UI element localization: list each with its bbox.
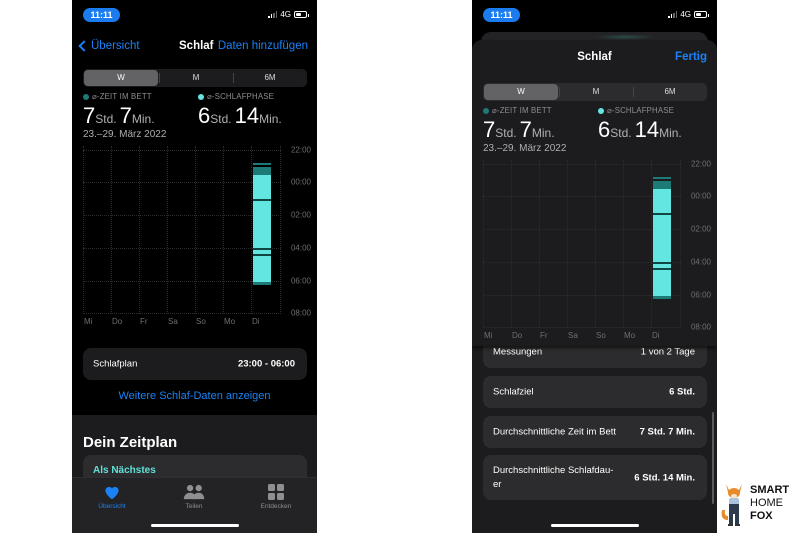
sleep-chart[interactable]: 22:00 00:00 02:00 04:00 06:00 08:00 Mi D… [483, 159, 711, 340]
smart-home-fox-logo: SMART HOME FOX [720, 480, 800, 530]
done-button[interactable]: Fertig [675, 51, 707, 63]
network-label: 4G [280, 10, 291, 19]
tab-week[interactable]: W [84, 70, 158, 86]
row-avg-time-in-bed[interactable]: Durchschnittliche Zeit im Bett 7 Std. 7 … [483, 416, 707, 448]
tab-overview[interactable]: Übersicht [82, 484, 142, 510]
tab-week[interactable]: W [484, 84, 558, 100]
sheet-header: Schlaf Fertig W M 6M ⌀-ZEIT IM BETT 7Std… [472, 40, 717, 346]
sleep-chart[interactable]: 22:00 00:00 02:00 04:00 06:00 08:00 Mi D… [83, 145, 311, 326]
phone-screen-left: 11:11 4G Übersicht Schlaf Daten hinzufüg… [72, 0, 317, 533]
heart-icon [105, 486, 119, 500]
legend-dot-in-bed [83, 93, 89, 100]
stat-time-in-bed: ⌀-ZEIT IM BETT 7Std. 7Min. [83, 92, 155, 128]
row-sleep-goal[interactable]: Schlafziel 6 Std. [483, 376, 707, 408]
page-title: Schlaf [179, 40, 214, 52]
section-title: Dein Zeitplan [83, 434, 178, 451]
tab-month[interactable]: M [559, 83, 633, 101]
status-bar: 11:11 4G [72, 0, 317, 30]
signal-icon [268, 11, 278, 18]
battery-icon [294, 11, 309, 18]
home-indicator[interactable] [550, 524, 639, 527]
bar-asleep [253, 175, 271, 283]
bar-in-bed [653, 181, 671, 189]
range-segmented-control: W M 6M [83, 69, 307, 87]
more-sleep-data-link[interactable]: Weitere Schlaf-Daten anzeigen [118, 390, 271, 402]
signal-icon [668, 11, 678, 18]
sleep-schedule-card[interactable]: Schlafplan 23:00 - 06:00 [83, 348, 307, 380]
date-range: 23.–29. März 2022 [483, 143, 567, 154]
bar-asleep [653, 189, 671, 297]
phone-screen-right: 11:11 4G Messungen 1 von 2 Tage Schlafzi… [472, 0, 717, 533]
tab-share[interactable]: Teilen [164, 484, 224, 510]
tab-6-months[interactable]: 6M [233, 69, 307, 87]
stat-asleep: ⌀-SCHLAFPHASE 6Std. 14Min. [198, 92, 282, 128]
scrollbar[interactable] [711, 412, 714, 504]
range-segmented-control: W M 6M [483, 83, 707, 101]
detail-sheet: Messungen 1 von 2 Tage Schlafziel 6 Std.… [472, 40, 717, 533]
battery-icon [694, 11, 709, 18]
status-bar: 11:11 4G [472, 0, 717, 30]
people-icon [183, 484, 205, 500]
network-label: 4G [680, 10, 691, 19]
status-time[interactable]: 11:11 [83, 8, 120, 22]
date-range: 23.–29. März 2022 [83, 129, 167, 140]
tab-discover[interactable]: Entdecken [246, 484, 306, 510]
back-button[interactable]: Übersicht [78, 40, 140, 52]
tab-bar: Übersicht Teilen Entdecken [72, 477, 317, 533]
fox-mascot-icon [721, 484, 742, 526]
sheet-title: Schlaf [577, 51, 612, 63]
legend-dot-asleep [198, 93, 204, 100]
stat-time-in-bed: ⌀-ZEIT IM BETT 7Std. 7Min. [483, 106, 555, 142]
row-avg-sleep-duration[interactable]: Durchschnittliche Schlafdau- er 6 Std. 1… [483, 455, 707, 500]
stat-asleep: ⌀-SCHLAFPHASE 6Std. 14Min. [598, 106, 682, 142]
home-indicator[interactable] [150, 524, 239, 527]
add-data-button[interactable]: Daten hinzufügen [217, 40, 308, 52]
chevron-left-icon [78, 40, 90, 52]
grid-icon [268, 484, 284, 500]
status-time[interactable]: 11:11 [483, 8, 520, 22]
tab-6-months[interactable]: 6M [633, 83, 707, 101]
tab-month[interactable]: M [159, 69, 233, 87]
nav-bar: Übersicht Schlaf Daten hinzufügen [72, 38, 317, 58]
bar-in-bed [253, 167, 271, 175]
